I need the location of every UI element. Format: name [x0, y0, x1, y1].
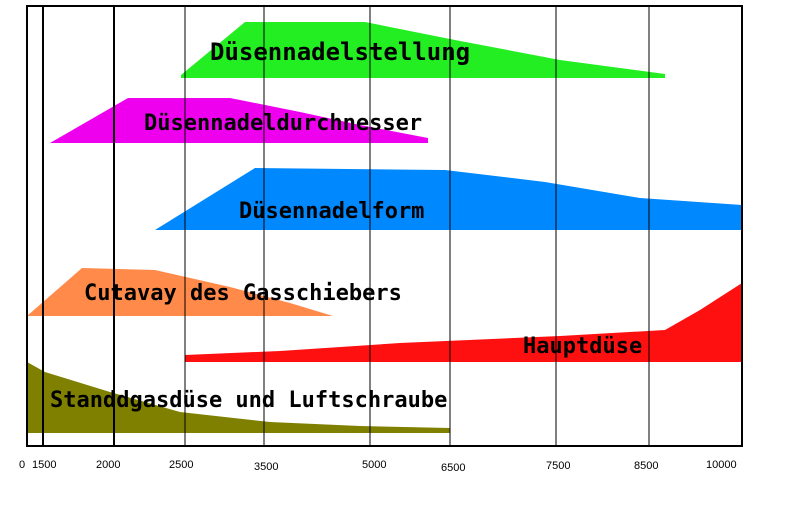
- label-needle-position: Düsennadelstellung: [210, 38, 470, 66]
- label-slide-cutaway: Cutavay des Gasschiebers: [84, 281, 402, 306]
- band-slide-cutaway: [27, 268, 333, 316]
- tick-label: 8500: [634, 460, 658, 472]
- label-idle-jet: Standdgasdüse und Luftschraube: [50, 388, 447, 413]
- band-needle-diameter: [50, 98, 428, 143]
- label-needle-diameter: Düsennadeldurchnesser: [144, 111, 422, 136]
- tick-label: 1500: [32, 459, 56, 471]
- tick-label: 3500: [254, 461, 278, 473]
- band-main-jet: [185, 283, 742, 362]
- band-needle-position: [181, 22, 665, 78]
- label-needle-shape: Düsennadelform: [239, 199, 424, 224]
- band-idle-jet: [27, 362, 450, 433]
- tick-label: 2500: [169, 459, 193, 471]
- tick-label: 10000: [706, 459, 737, 471]
- tick-label: 2000: [96, 459, 120, 471]
- band-needle-shape: [155, 168, 742, 230]
- tick-label: 6500: [441, 462, 465, 474]
- tick-label: 0: [19, 459, 25, 471]
- plot-frame: [26, 5, 743, 447]
- label-main-jet: Hauptdüse: [523, 334, 642, 359]
- tick-label: 7500: [546, 460, 570, 472]
- tick-label: 5000: [362, 459, 386, 471]
